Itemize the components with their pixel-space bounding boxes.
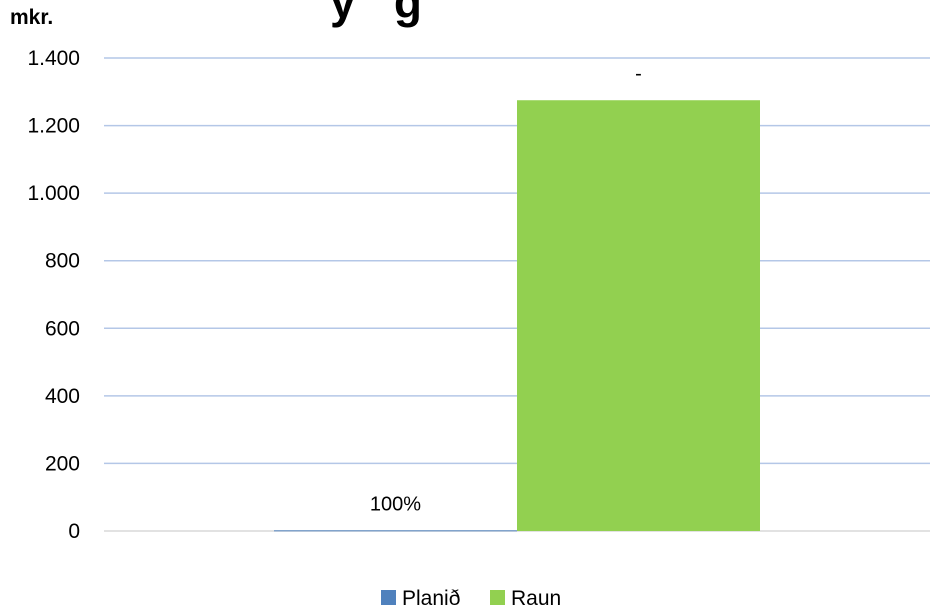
- data-label-raun: -: [635, 63, 642, 85]
- y-tick-label: 200: [45, 452, 80, 475]
- y-tick-label: 0: [68, 520, 80, 543]
- legend-label-raun: Raun: [511, 587, 561, 610]
- y-axis-unit-label: mkr.: [10, 6, 53, 29]
- legend: Planið Raun: [381, 587, 561, 610]
- bar-raun: [517, 100, 760, 531]
- y-tick-label: 1.200: [27, 115, 80, 138]
- data-labels: 100% -: [370, 63, 642, 515]
- y-tick-label: 1.400: [27, 47, 80, 70]
- y-axis-tick-labels: 0 200 400 600 800 1.000 1.200 1.400: [27, 47, 80, 543]
- y-tick-label: 800: [45, 250, 80, 273]
- data-label-planið: 100%: [370, 493, 421, 515]
- y-tick-label: 600: [45, 317, 80, 340]
- y-tick-label: 400: [45, 385, 80, 408]
- bar-planið: [274, 530, 517, 532]
- bars: [274, 100, 760, 532]
- legend-swatch-raun: [490, 590, 505, 605]
- y-tick-label: 1.000: [27, 182, 80, 205]
- legend-label-planið: Planið: [402, 587, 460, 610]
- legend-swatch-planið: [381, 590, 396, 605]
- chart-title-fragment: y g: [330, 0, 422, 28]
